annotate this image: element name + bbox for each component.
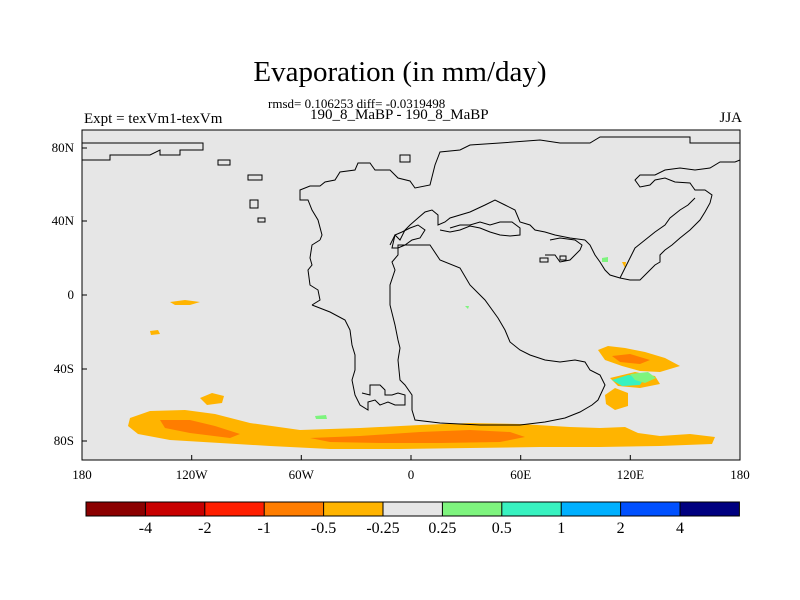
colorbar-label-6: 0.25 — [428, 520, 456, 537]
colorbar-label-3: -1 — [258, 520, 271, 537]
colorbar-label-7: 0.5 — [492, 520, 512, 537]
colorbar-box-9 — [561, 502, 621, 516]
colorbar-label-1: -4 — [139, 520, 152, 537]
coastline-island-4 — [257, 217, 266, 223]
lat-tick-0: 0 — [68, 287, 75, 302]
colorbar-box-7 — [442, 502, 502, 516]
coastline-africa-body — [389, 244, 606, 426]
anomaly-patch-east-asia — [622, 262, 626, 268]
coastline-island-3 — [249, 199, 259, 209]
lon-tick-60w: 60W — [289, 467, 315, 482]
colorbar-box-5 — [323, 502, 383, 516]
colorbar-box-2 — [145, 502, 205, 516]
lon-tick-180w: 180 — [72, 467, 92, 482]
lat-tick-40s: 40S — [54, 361, 74, 376]
coastline-central-america — [307, 239, 321, 306]
anomaly-patch-southern-core-2 — [310, 430, 525, 443]
anomaly-patch-indian-ocean-lower — [605, 388, 628, 410]
lat-tick-80n: 80N — [52, 140, 75, 155]
colorbar-box-3 — [204, 502, 265, 516]
colorbar-box-1 — [86, 502, 146, 516]
lon-tick-180e: 180 — [730, 467, 750, 482]
colorbar — [85, 501, 740, 517]
colorbar-label-4: -0.5 — [311, 520, 336, 537]
chart-title: Evaporation (in mm/day) — [253, 56, 547, 88]
anomaly-patch-indian-ocean-positive-rim — [630, 372, 656, 383]
colorbar-label-9: 2 — [617, 520, 625, 537]
coastline-africa-west — [389, 199, 586, 246]
colorbar-box-6 — [383, 502, 443, 516]
coastline-island-7 — [559, 255, 567, 261]
lon-tick-60e: 60E — [510, 467, 531, 482]
colorbar-box-4 — [264, 502, 324, 516]
experiment-label: Expt = texVm1-texVm — [84, 111, 223, 127]
coastlines — [81, 129, 741, 426]
coastline-greenland-arctic — [81, 129, 741, 241]
coastline-north-america — [82, 142, 204, 161]
coastline-south-america — [311, 304, 406, 411]
coastline-arabia — [545, 237, 583, 263]
season-label: JJA — [719, 110, 742, 126]
colorbar-label-5: -0.25 — [366, 520, 399, 537]
stats-label: rmsd= 0.106253 diff= -0.0319498 — [268, 96, 446, 111]
anomaly-patch-southern-ocean-positive — [315, 415, 327, 419]
colorbar-box-11 — [680, 502, 740, 516]
coastline-island-5 — [399, 154, 411, 163]
anomaly-patch-tropical-east-pacific — [170, 300, 200, 305]
coastline-asia-interior — [619, 197, 696, 279]
colorbar-label-10: 4 — [676, 520, 684, 537]
axis-ticks — [81, 147, 741, 460]
colorbar-box-8 — [501, 502, 562, 516]
lat-tick-80s: 80S — [54, 433, 74, 448]
colorbar-label-2: -2 — [198, 520, 211, 537]
colorbar-label-8: 1 — [557, 520, 565, 537]
colorbar-box-10 — [620, 502, 680, 516]
map-frame — [81, 129, 741, 461]
coastline-island-2 — [247, 174, 263, 181]
coastline-island-1 — [217, 159, 231, 166]
lon-tick-120w: 120W — [176, 467, 209, 482]
coastline-mediterranean — [439, 221, 521, 237]
lat-tick-40n: 40N — [52, 213, 75, 228]
anomaly-patch-asia-positive — [602, 257, 608, 262]
anomaly-patch-indian-ocean-core — [612, 354, 650, 364]
lon-tick-120e: 120E — [617, 467, 645, 482]
anomaly-patch-equator-positive — [465, 306, 469, 309]
anomaly-patch-southeast-pacific — [150, 330, 160, 335]
anomaly-patch-southern-band — [128, 410, 715, 449]
lon-tick-0: 0 — [408, 467, 415, 482]
coastline-asia — [584, 159, 741, 281]
coastline-island-6 — [539, 257, 549, 263]
coastline-iberia — [391, 224, 426, 249]
anomaly-patch-south-pacific — [200, 393, 224, 405]
case-label: 190_8_MaBP - 190_8_MaBP — [310, 107, 489, 123]
anomaly-patch-southern-core — [160, 420, 240, 438]
